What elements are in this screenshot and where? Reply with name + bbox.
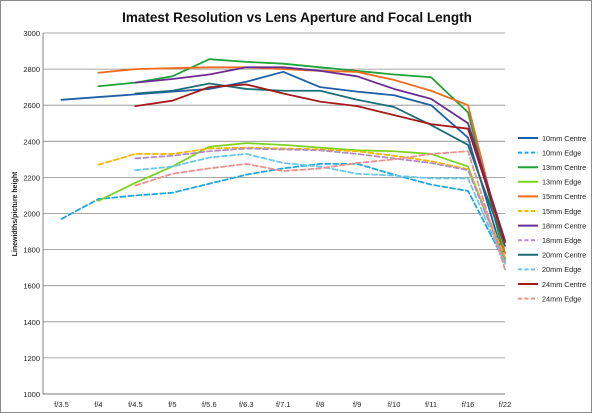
x-tick-label: f/8 [316,400,324,409]
y-tick-label: 1000 [23,390,40,399]
series-line-18mm-centre [134,66,506,242]
series-line-24mm-edge [134,150,506,271]
y-tick-label: 2400 [23,137,40,146]
y-tick-label: 3000 [23,29,40,38]
legend-label: 13mm Centre [542,163,586,172]
legend-item: 18mm Centre [518,221,586,230]
y-axis-label: Linewidths/picture height [12,171,19,256]
series-line-15mm-edge [97,146,506,258]
legend-label: 10mm Edge [542,148,581,157]
y-tick-label: 2800 [23,65,40,74]
x-tick-label: f/4.5 [128,400,143,409]
series-line-10mm-centre [60,70,506,264]
series-line-13mm-centre [97,58,506,260]
y-tick-label: 2600 [23,101,40,110]
legend-label: 10mm Centre [542,134,586,143]
legend: 10mm Centre 10mm Edge 13mm Centre 13mm Edge… [518,134,586,303]
y-tick-label: 1800 [23,246,40,255]
legend-item: 24mm Edge [518,294,581,303]
series-lines [60,58,506,271]
y-tick-label: 2000 [23,210,40,219]
x-tick-label: f/4 [94,400,102,409]
axes [42,33,505,395]
legend-item: 20mm Centre [518,251,586,260]
legend-item: 24mm Centre [518,280,586,289]
y-tick-label: 1400 [23,318,40,327]
legend-label: 18mm Centre [542,221,586,230]
legend-label: 15mm Edge [542,207,581,216]
x-tick-label: f/6.3 [239,400,254,409]
legend-item: 18mm Edge [518,236,581,245]
x-tick-label: f/7.1 [276,400,291,409]
legend-label: 20mm Centre [542,251,586,260]
y-tick-label: 2200 [23,173,40,182]
legend-label: 18mm Edge [542,236,581,245]
legend-item: 10mm Edge [518,148,581,157]
gridlines [43,32,505,395]
legend-item: 13mm Centre [518,163,586,172]
chart-title: Imatest Resolution vs Lens Aperture and … [122,10,472,25]
legend-item: 15mm Edge [518,207,581,216]
legend-label: 20mm Edge [542,265,581,274]
y-tick-labels: 1000 1200 1400 1600 1800 2000 2200 2400 2600 2800… [23,29,40,399]
series-line-18mm-edge [134,147,506,262]
series-line-13mm-edge [97,142,506,264]
legend-item: 10mm Centre [518,134,586,143]
series-line-24mm-centre [134,83,506,244]
x-tick-label: f/5.6 [202,400,217,409]
legend-item: 20mm Edge [518,265,581,274]
x-tick-label: f/11 [425,400,437,409]
legend-label: 13mm Edge [542,178,581,187]
series-line-20mm-centre [134,82,506,247]
series-line-10mm-edge [60,162,506,264]
legend-label: 15mm Centre [542,192,586,201]
x-tick-label: f/16 [462,400,475,409]
x-tick-labels: f/3.5 f/4 f/4.5 f/5 f/5.6 f/6.3 f/7.1 f/8 f/9 f/1… [54,400,511,409]
y-tick-label: 1200 [23,354,40,363]
x-tick-label: f/9 [353,400,361,409]
x-tick-label: f/5 [168,400,176,409]
series-line-20mm-edge [134,153,506,265]
x-tick-label: f/3.5 [54,400,69,409]
legend-label: 24mm Edge [542,294,581,303]
x-tick-label: f/10 [388,400,401,409]
y-tick-label: 1600 [23,282,40,291]
legend-item: 15mm Centre [518,192,586,201]
series-line-15mm-centre [97,66,506,255]
legend-label: 24mm Centre [542,280,586,289]
legend-item: 13mm Edge [518,178,581,187]
x-tick-label: f/22 [499,400,512,409]
